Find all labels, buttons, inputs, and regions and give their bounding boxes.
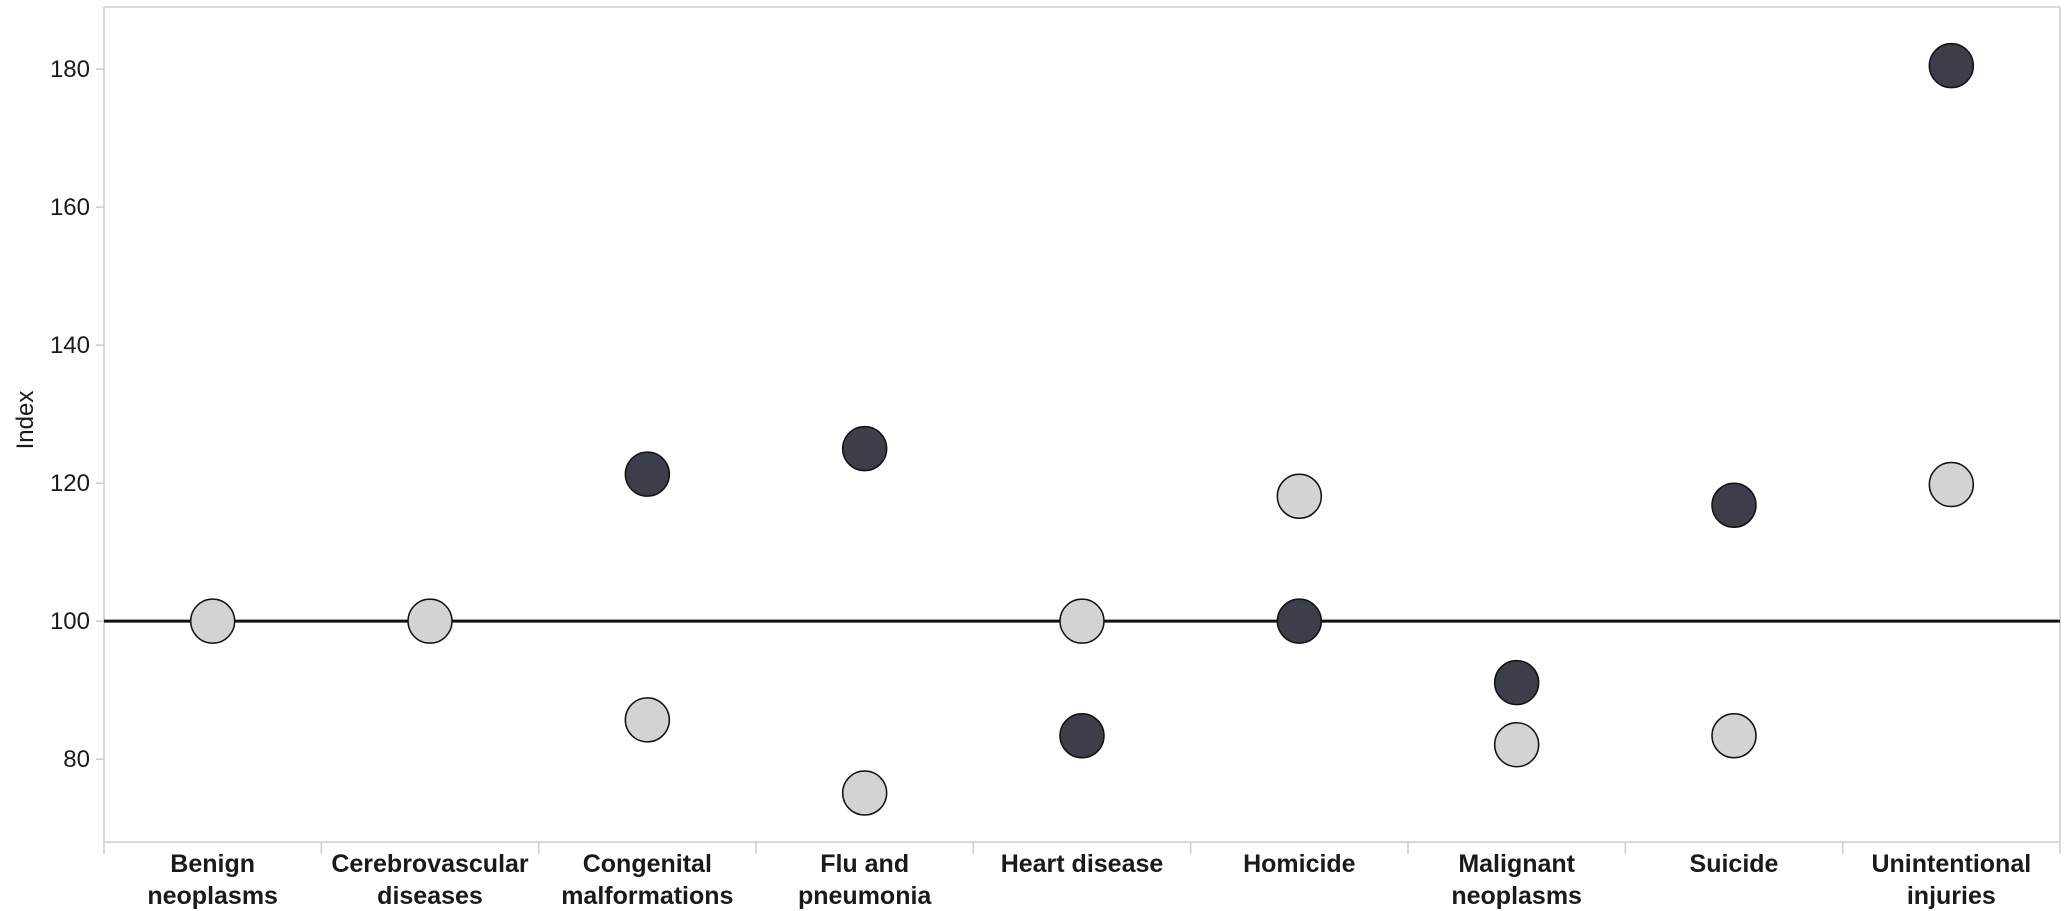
x-category-label: Cerebrovascular diseases (331, 850, 529, 910)
x-category-label-line: neoplasms (147, 882, 278, 910)
x-category-label-line: Benign (170, 850, 255, 878)
x-category-label-line: Cerebrovascular (331, 850, 529, 878)
x-category-label-line: diseases (377, 882, 483, 910)
y-tick-label: 140 (50, 332, 90, 359)
data-point-dark (624, 451, 671, 497)
y-axis: 80 100 120 140 160 180 (50, 56, 104, 773)
data-point-light (624, 697, 671, 743)
data-point-light (407, 598, 453, 644)
y-tick-label: 80 (63, 746, 90, 773)
y-tick-label: 120 (50, 470, 90, 497)
data-point-light (1059, 598, 1105, 644)
x-category-label-line: neoplasms (1451, 882, 1582, 910)
x-category-label-line: injuries (1907, 882, 1996, 910)
plot-frame (103, 6, 2061, 843)
data-point-dark (1276, 598, 1323, 644)
data-point-dark (1059, 712, 1105, 759)
x-category-label: Flu and pneumonia (798, 850, 932, 910)
data-point-light (1711, 712, 1757, 759)
data-points (189, 42, 1975, 816)
x-category-label-line: Unintentional (1871, 850, 2031, 878)
x-category-label: Homicide (1243, 850, 1356, 878)
x-category-label: Benign neoplasms (147, 850, 278, 910)
data-point-light (189, 598, 236, 644)
x-category-label-line: Heart disease (1001, 850, 1164, 878)
x-category-label: Malignant neoplasms (1451, 850, 1582, 910)
x-category-label-line: Suicide (1690, 850, 1779, 878)
y-tick-label: 100 (50, 608, 90, 635)
x-category-label-line: Flu and (820, 850, 909, 878)
data-point-dark (1711, 482, 1757, 528)
x-category-label-line: Congenital (583, 850, 712, 878)
x-category-label: Heart disease (1001, 850, 1164, 878)
data-point-light (1276, 473, 1323, 520)
data-point-dark (1493, 659, 1540, 706)
y-tick-label: 180 (50, 56, 90, 83)
y-tick-label: 160 (50, 194, 90, 221)
x-category-label: Suicide (1690, 850, 1779, 878)
data-point-light (1493, 721, 1540, 768)
x-category-label: Congenital malformations (561, 850, 733, 910)
x-category-label-line: Homicide (1243, 850, 1356, 878)
data-point-dark (841, 425, 888, 472)
x-category-label-line: Malignant (1458, 850, 1575, 878)
x-category-label: Unintentional injuries (1871, 850, 2031, 910)
x-category-label-line: malformations (561, 882, 733, 910)
data-point-light (1928, 461, 1975, 508)
data-point-light (841, 770, 888, 816)
x-category-label-line: pneumonia (798, 882, 932, 910)
data-point-dark (1928, 42, 1975, 89)
y-axis-title: Index (12, 391, 39, 450)
x-axis: Benign neoplasms Cerebrovascular diseases Co… (103, 842, 2061, 910)
